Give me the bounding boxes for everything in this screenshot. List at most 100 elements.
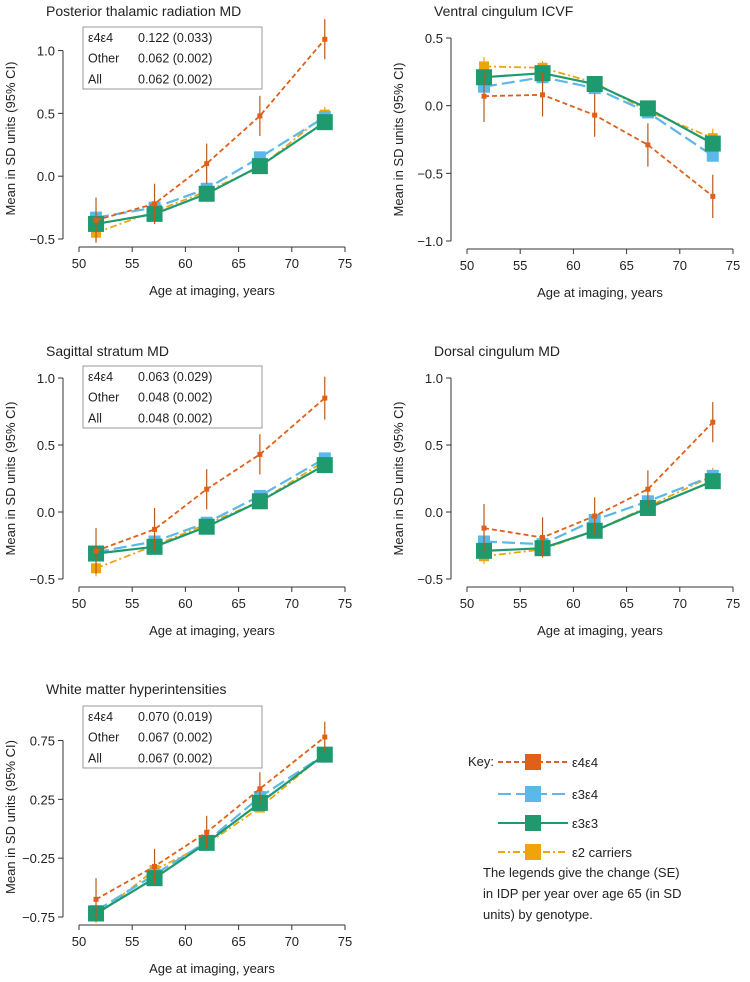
x-tick-label: 75 bbox=[726, 596, 740, 611]
y-axis-label: Mean in SD units (95% CI) bbox=[391, 402, 406, 556]
x-tick-label: 70 bbox=[673, 258, 687, 273]
legend-name: All bbox=[88, 751, 102, 765]
legend-value: 0.048 (0.002) bbox=[138, 391, 212, 405]
legend-value: 0.070 (0.019) bbox=[138, 710, 212, 724]
x-tick-label: 65 bbox=[231, 256, 245, 271]
point-e4e4 bbox=[481, 93, 487, 99]
point-e4e4 bbox=[645, 486, 651, 492]
point-e2 bbox=[479, 61, 490, 72]
x-tick-label: 55 bbox=[513, 258, 527, 273]
series-line-e3e4 bbox=[95, 116, 326, 219]
point-e3e3 bbox=[251, 158, 268, 175]
point-e3e3 bbox=[704, 135, 721, 152]
point-e3e3 bbox=[316, 114, 333, 131]
series-e3e4 bbox=[90, 111, 331, 224]
point-e4e4 bbox=[152, 201, 158, 207]
point-e3e4 bbox=[706, 149, 719, 162]
y-tick-label: −0.5 bbox=[29, 572, 55, 587]
point-e3e3 bbox=[639, 100, 656, 117]
legend-frame bbox=[82, 26, 263, 90]
point-e4e4 bbox=[322, 36, 328, 42]
point-e4e4 bbox=[204, 161, 210, 167]
panel-2: Ventral cingulum ICVF −1.0 −0.5 0.0 0.5 Mean … bbox=[391, 3, 740, 300]
x-axis-label: Age at imaging, years bbox=[149, 283, 275, 298]
y-tick-label: −0.25 bbox=[22, 851, 55, 866]
key-label-e2: ε2 carriers bbox=[572, 845, 632, 860]
x-tick-label: 70 bbox=[673, 596, 687, 611]
legend-name: ε4ε4 bbox=[88, 31, 113, 45]
series-line-e4e4 bbox=[483, 93, 714, 198]
x-tick-label: 65 bbox=[619, 258, 633, 273]
series-e3e3 bbox=[476, 65, 721, 152]
series-line-e2 bbox=[95, 460, 326, 570]
x-tick-label: 50 bbox=[72, 934, 86, 949]
key-label-e3e3: ε3ε3 bbox=[572, 816, 598, 831]
point-e4e4 bbox=[540, 534, 546, 540]
panel-title: Dorsal cingulum MD bbox=[434, 343, 560, 359]
panel-4: Dorsal cingulum MD −0.5 0.0 0.5 1.0 Mean in S… bbox=[391, 343, 740, 638]
point-e3e3 bbox=[586, 76, 603, 93]
series-line-e4e4 bbox=[95, 38, 326, 222]
x-tick-label: 55 bbox=[513, 596, 527, 611]
key-items: ε4ε4 ε3ε4 ε3ε3 ε2 carriers bbox=[498, 754, 632, 860]
panel-title: White matter hyperintensities bbox=[46, 681, 227, 697]
y-tick-label: 1.0 bbox=[37, 44, 55, 59]
series-e2 bbox=[91, 746, 330, 923]
legend-name: Other bbox=[88, 52, 119, 66]
x-tick-label: 65 bbox=[231, 596, 245, 611]
x-tick-label: 60 bbox=[178, 934, 192, 949]
x-tick-label: 75 bbox=[338, 596, 352, 611]
y-axis-label: Mean in SD units (95% CI) bbox=[3, 402, 18, 556]
series-line-e3e4 bbox=[95, 753, 326, 913]
legend-value: 0.062 (0.002) bbox=[138, 52, 212, 66]
point-e4e4 bbox=[710, 193, 716, 199]
key-legend: Key: ε4ε4 ε3ε4 ε3ε3 ε2 carriers The legends… bbox=[468, 754, 681, 922]
panel-title: Posterior thalamic radiation MD bbox=[46, 3, 241, 19]
x-tick-label: 60 bbox=[178, 256, 192, 271]
point-e3e3 bbox=[316, 457, 333, 474]
key-label-e3e4: ε3ε4 bbox=[572, 787, 598, 802]
key-item-e4e4: ε4ε4 bbox=[498, 754, 598, 770]
series-e3e4 bbox=[90, 452, 331, 559]
panels: Posterior thalamic radiation MD −0.5 0.0 0.… bbox=[3, 3, 740, 976]
legend-name: ε4ε4 bbox=[88, 370, 113, 384]
series-line-e2 bbox=[95, 752, 326, 917]
series-e4e4 bbox=[93, 721, 328, 921]
x-tick-label: 50 bbox=[460, 596, 474, 611]
key-label: Key: bbox=[468, 754, 494, 769]
y-axis-label: Mean in SD units (95% CI) bbox=[391, 63, 406, 217]
series-e4e4 bbox=[93, 376, 328, 574]
point-e4e4 bbox=[204, 829, 210, 835]
y-tick-label: 0.0 bbox=[425, 505, 443, 520]
legend-value: 0.062 (0.002) bbox=[138, 72, 212, 86]
point-e4e4 bbox=[93, 896, 99, 902]
x-tick-label: 60 bbox=[566, 258, 580, 273]
point-e4e4 bbox=[257, 786, 263, 792]
point-e4e4 bbox=[710, 419, 716, 425]
x-tick-label: 65 bbox=[231, 934, 245, 949]
series-e2 bbox=[91, 107, 330, 241]
x-tick-label: 60 bbox=[178, 596, 192, 611]
point-e4e4 bbox=[93, 217, 99, 223]
panel-legend: ε4ε4 0.070 (0.019) Other 0.067 (0.002) All 0.… bbox=[82, 705, 263, 769]
legend-name: ε4ε4 bbox=[88, 710, 113, 724]
legend-frame bbox=[82, 365, 263, 429]
y-tick-label: 1.0 bbox=[425, 371, 443, 386]
y-tick-label: 0.5 bbox=[425, 438, 443, 453]
panel-title: Sagittal stratum MD bbox=[46, 343, 169, 359]
y-tick-label: −0.5 bbox=[417, 166, 443, 181]
x-axis-label: Age at imaging, years bbox=[537, 285, 663, 300]
key-item-e2: ε2 carriers bbox=[498, 844, 632, 860]
point-e4e4 bbox=[152, 526, 158, 532]
y-tick-label: 0.0 bbox=[37, 505, 55, 520]
point-e4e4 bbox=[322, 734, 328, 740]
x-tick-label: 75 bbox=[726, 258, 740, 273]
y-axis-label: Mean in SD units (95% CI) bbox=[3, 740, 18, 894]
y-tick-label: 0.5 bbox=[37, 438, 55, 453]
y-tick-label: −1.0 bbox=[417, 234, 443, 249]
point-e4e4 bbox=[540, 92, 546, 98]
y-axis-label: Mean in SD units (95% CI) bbox=[3, 62, 18, 216]
legend-value: 0.067 (0.002) bbox=[138, 731, 212, 745]
panel-legend: ε4ε4 0.122 (0.033) Other 0.062 (0.002) All 0.… bbox=[82, 26, 263, 90]
